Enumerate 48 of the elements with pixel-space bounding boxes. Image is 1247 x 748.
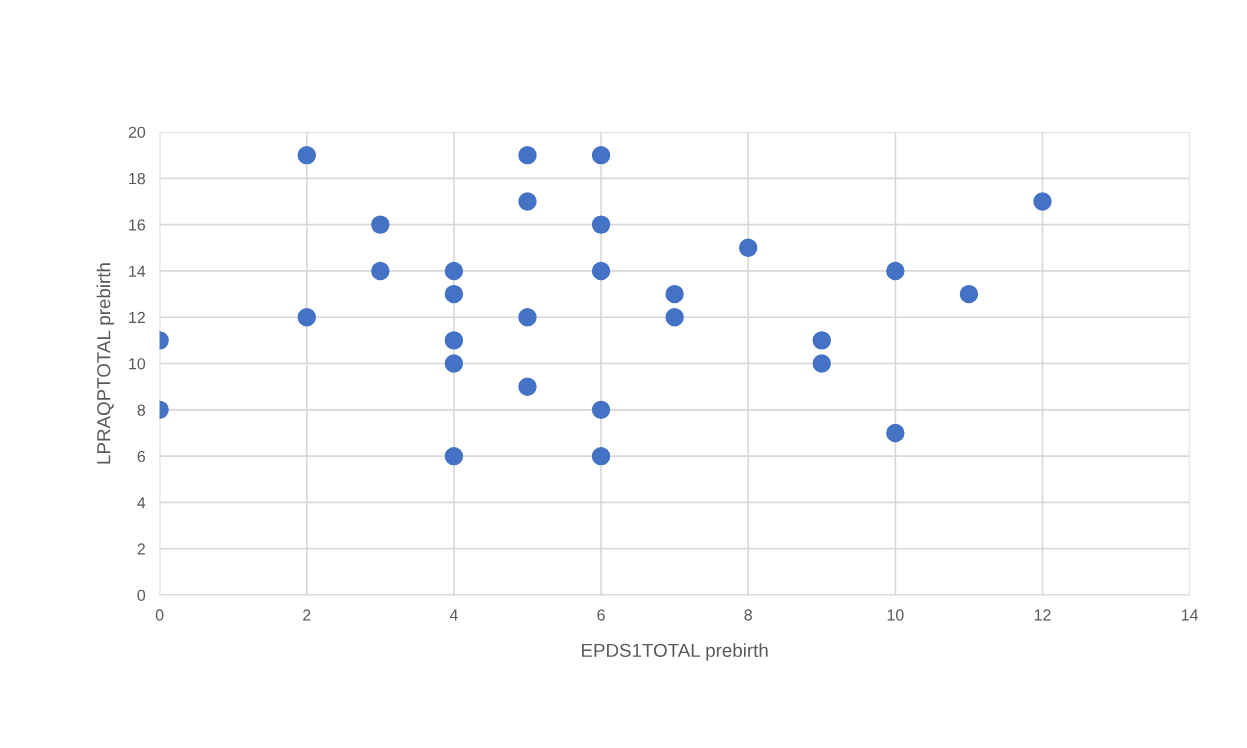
- x-tick-label: 6: [597, 609, 605, 621]
- x-tick-label: 4: [449, 609, 458, 621]
- point: [297, 145, 316, 165]
- x-axis-title: EPDS1TOTAL prebirth: [582, 643, 768, 661]
- x-tick-label: 0: [155, 609, 164, 621]
- point: [812, 331, 831, 350]
- point: [371, 215, 390, 234]
- point: [444, 446, 464, 466]
- x-tick-label: 2: [303, 609, 311, 621]
- point: [444, 354, 464, 373]
- x-tick-label: 12: [1034, 609, 1051, 621]
- y-tick-label: 0: [137, 589, 146, 601]
- x-tick-label: 10: [887, 609, 904, 621]
- y-tick-label: 14: [129, 265, 146, 277]
- y-tick-label: 16: [129, 219, 146, 231]
- x-tick-label: 14: [1181, 609, 1199, 621]
- point: [518, 145, 537, 165]
- point: [665, 308, 684, 327]
- y-tick-label: 4: [137, 497, 146, 509]
- y-tick-label: 12: [129, 311, 145, 324]
- point: [886, 423, 905, 443]
- point: [518, 192, 537, 211]
- point: [665, 284, 684, 304]
- point: [591, 145, 611, 165]
- x-tick-label: 8: [744, 609, 752, 621]
- y-tick-label: 10: [129, 358, 146, 370]
- point: [1033, 192, 1052, 211]
- y-tick-label: 6: [137, 450, 146, 463]
- y-axis-title: LPRAQPTOTAL prebirth: [96, 263, 115, 464]
- y-tick-label: 18: [129, 172, 146, 185]
- point: [886, 261, 905, 281]
- point: [591, 446, 611, 466]
- y-tick-label: 20: [128, 126, 146, 138]
- point: [959, 284, 979, 304]
- point: [444, 284, 464, 304]
- point: [591, 215, 611, 234]
- point: [812, 354, 831, 373]
- point: [444, 331, 464, 350]
- point: [297, 308, 316, 327]
- point: [518, 308, 537, 327]
- point: [371, 261, 390, 281]
- point: [444, 261, 464, 281]
- y-tick-label: 8: [137, 404, 146, 416]
- point: [738, 238, 758, 257]
- point: [591, 261, 611, 281]
- y-tick-label: 2: [137, 543, 145, 555]
- point: [518, 377, 537, 396]
- point: [591, 400, 611, 420]
